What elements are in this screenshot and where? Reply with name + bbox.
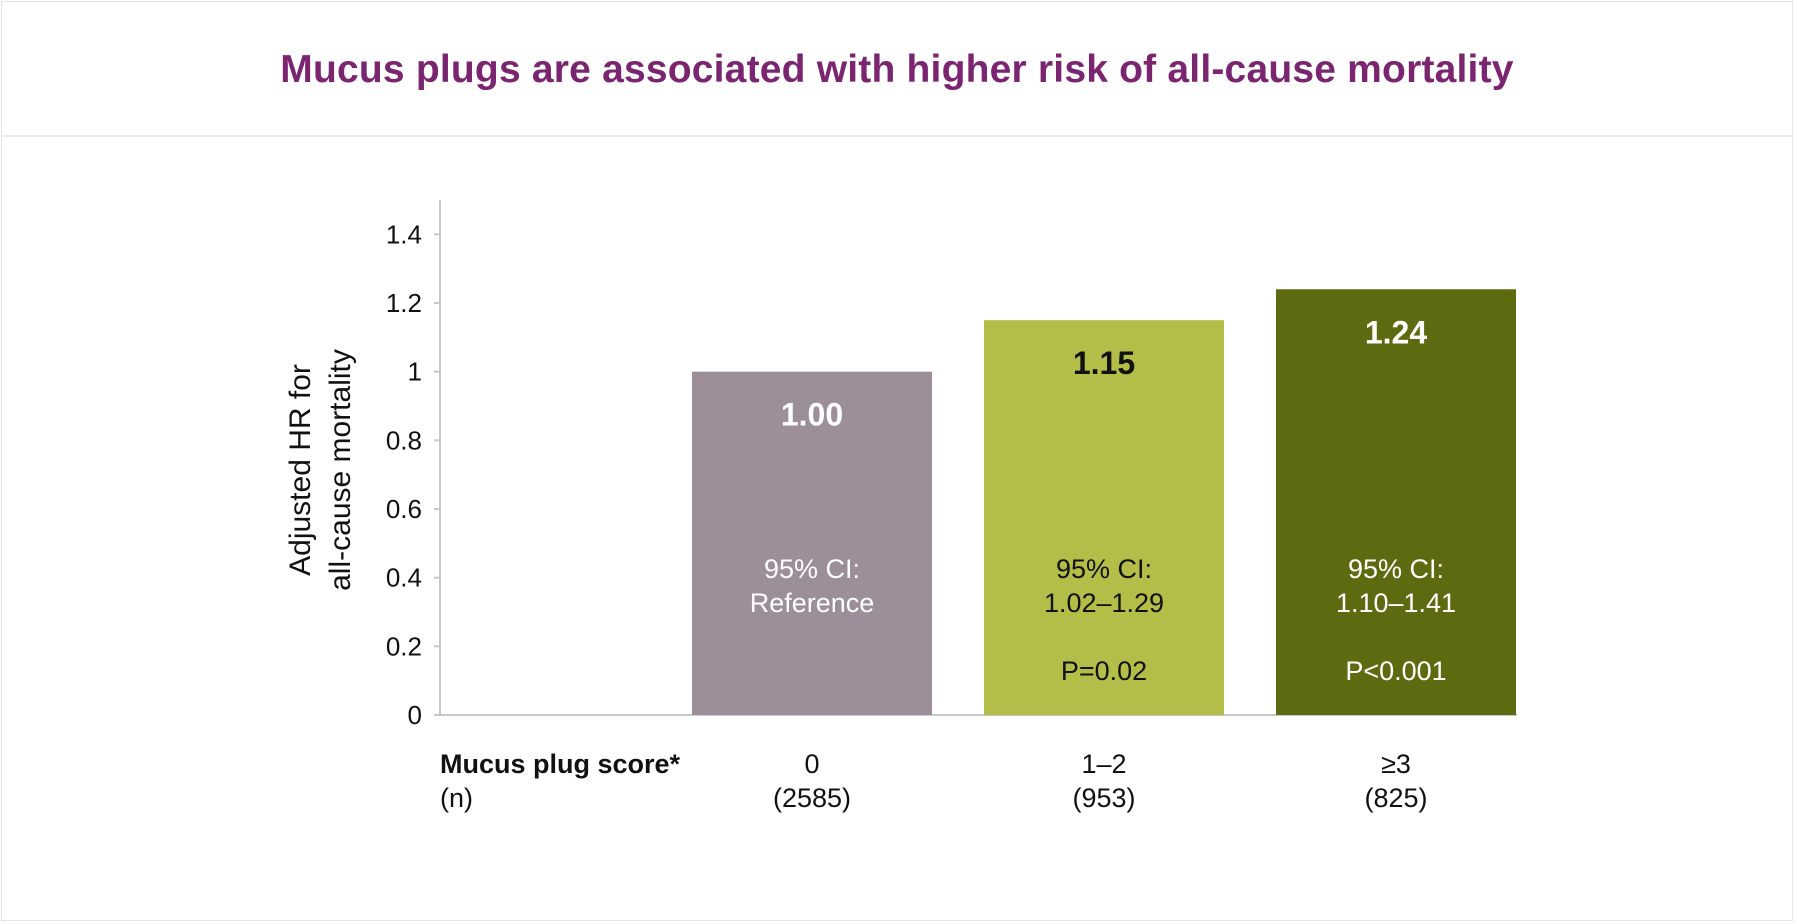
bar-value-label: 1.24 (1365, 314, 1427, 350)
y-axis-label-line: Adjusted HR for (284, 364, 317, 576)
header: Mucus plugs are associated with higher r… (2, 2, 1792, 137)
y-tick-label: 0.6 (386, 494, 422, 524)
bar-ci-label: 95% CI: (1056, 554, 1152, 584)
bar-ci-range: Reference (750, 588, 875, 618)
x-tick-label: 1–2 (1081, 749, 1126, 779)
bar (984, 320, 1224, 715)
x-tick-n-label: (2585) (773, 783, 851, 813)
y-tick-label: 0 (408, 700, 422, 730)
x-tick-n-label: (825) (1364, 783, 1427, 813)
bar-p-value: P=0.02 (1061, 656, 1147, 686)
x-tick-label: 0 (804, 749, 819, 779)
bar-ci-range: 1.10–1.41 (1336, 588, 1456, 618)
bar (1276, 289, 1516, 715)
bar-value-label: 1.00 (781, 397, 843, 433)
bar-value-label: 1.15 (1073, 345, 1135, 381)
chart-title: Mucus plugs are associated with higher r… (280, 48, 1514, 91)
x-tick-label: ≥3 (1381, 749, 1411, 779)
y-tick-label: 0.8 (386, 425, 422, 455)
y-tick-label: 1.4 (386, 219, 422, 249)
bar-ci-label: 95% CI: (764, 554, 860, 584)
y-axis-label: Adjusted HR for all-cause mortality (284, 349, 357, 591)
y-tick-label: 1.2 (386, 288, 422, 318)
y-tick-label: 1 (408, 357, 422, 387)
y-tick-label: 0.4 (386, 563, 422, 593)
bar-ci-label: 95% CI: (1348, 554, 1444, 584)
x-axis-label: Mucus plug score* (440, 749, 681, 779)
x-axis-sublabel: (n) (440, 783, 473, 813)
y-tick-label: 0.2 (386, 631, 422, 661)
bar (692, 371, 932, 715)
bar-p-value: P<0.001 (1345, 656, 1446, 686)
x-tick-n-label: (953) (1072, 783, 1135, 813)
y-axis-label-line: all-cause mortality (324, 349, 357, 591)
bar-ci-range: 1.02–1.29 (1044, 588, 1164, 618)
